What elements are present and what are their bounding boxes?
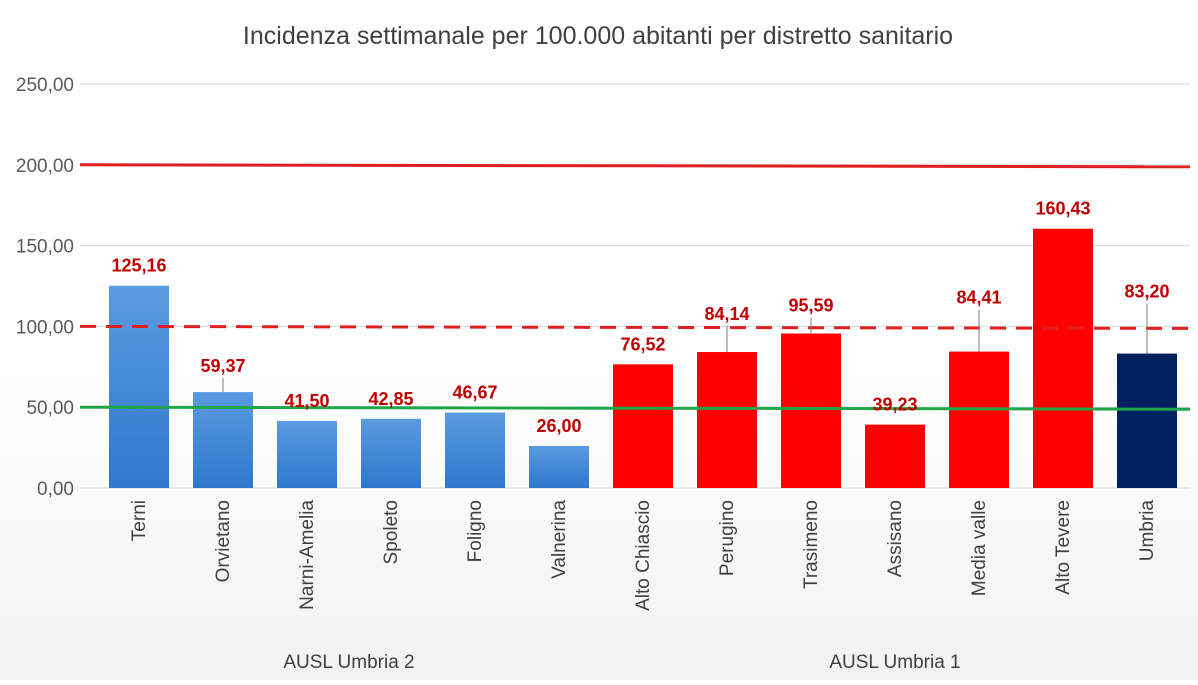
data-label: 76,52 bbox=[620, 334, 665, 354]
data-label: 84,14 bbox=[704, 304, 749, 324]
data-labels: 125,16 59,37 41,50 42,85 46,67 26,00 76,52 84,1… bbox=[111, 199, 1169, 436]
chart-title: Incidenza settimanale per 100.000 abitan… bbox=[243, 22, 953, 50]
group-label: AUSL Umbria 1 bbox=[829, 652, 960, 673]
x-tick-label: Orvietano bbox=[213, 500, 234, 582]
data-label: 26,00 bbox=[536, 416, 581, 436]
bar-narni-amelia bbox=[277, 420, 337, 488]
data-label: 83,20 bbox=[1124, 282, 1169, 302]
bars bbox=[109, 228, 1177, 488]
y-tick-label: 250,00 bbox=[16, 75, 74, 96]
bar-media-valle bbox=[949, 351, 1009, 488]
x-tick-label: Terni bbox=[129, 500, 150, 541]
x-tick-label: Perugino bbox=[717, 500, 738, 576]
y-tick-label: 0,00 bbox=[37, 479, 74, 500]
x-tick-label: Narni-Amelia bbox=[297, 500, 318, 610]
bar-alto-tevere bbox=[1033, 228, 1093, 488]
bar-terni bbox=[109, 285, 169, 488]
data-label: 125,16 bbox=[111, 256, 166, 276]
y-axis-tick-labels: 0,00 50,00 100,00 150,00 200,00 250,00 bbox=[16, 75, 74, 500]
data-label: 42,85 bbox=[368, 389, 413, 409]
x-tick-label: Alto Tevere bbox=[1053, 500, 1074, 595]
x-tick-label: Assisano bbox=[885, 500, 906, 577]
bar-perugino bbox=[697, 352, 757, 488]
reference-line-100 bbox=[79, 324, 1191, 330]
group-label: AUSL Umbria 2 bbox=[283, 652, 414, 673]
x-tick-label: Umbria bbox=[1137, 500, 1158, 562]
x-tick-label: Valnerina bbox=[549, 500, 570, 579]
data-label: 59,37 bbox=[200, 356, 245, 376]
bar-trasimeno bbox=[781, 333, 841, 488]
x-axis-category-labels: Terni Orvietano Narni-Amelia Spoleto Foligno… bbox=[129, 500, 1158, 611]
data-label: 39,23 bbox=[872, 395, 917, 415]
bar-spoleto bbox=[361, 418, 421, 488]
bar-foligno bbox=[445, 412, 505, 488]
x-tick-label: Spoleto bbox=[381, 500, 402, 564]
y-tick-label: 200,00 bbox=[16, 156, 74, 177]
x-tick-label: Alto Chiascio bbox=[633, 500, 654, 611]
data-label: 46,67 bbox=[452, 383, 497, 403]
bar-assisano bbox=[865, 424, 925, 488]
reference-line-200 bbox=[79, 163, 1191, 169]
y-tick-label: 50,00 bbox=[26, 398, 74, 419]
y-tick-label: 150,00 bbox=[16, 237, 74, 258]
data-label: 41,50 bbox=[284, 391, 329, 411]
x-axis-group-labels: AUSL Umbria 2 AUSL Umbria 1 bbox=[283, 652, 960, 673]
x-tick-label: Foligno bbox=[465, 500, 486, 562]
bar-valnerina bbox=[529, 445, 589, 488]
reference-lines bbox=[79, 163, 1191, 411]
data-label: 84,41 bbox=[956, 288, 1001, 308]
x-tick-label: Trasimeno bbox=[801, 500, 822, 589]
bar-umbria bbox=[1117, 353, 1177, 488]
x-tick-label: Media valle bbox=[969, 500, 990, 596]
bar-alto-chiascio bbox=[613, 364, 673, 488]
data-label: 95,59 bbox=[788, 296, 833, 316]
y-tick-label: 100,00 bbox=[16, 317, 74, 338]
reference-line-50 bbox=[79, 405, 1191, 411]
data-label: 160,43 bbox=[1035, 199, 1090, 219]
